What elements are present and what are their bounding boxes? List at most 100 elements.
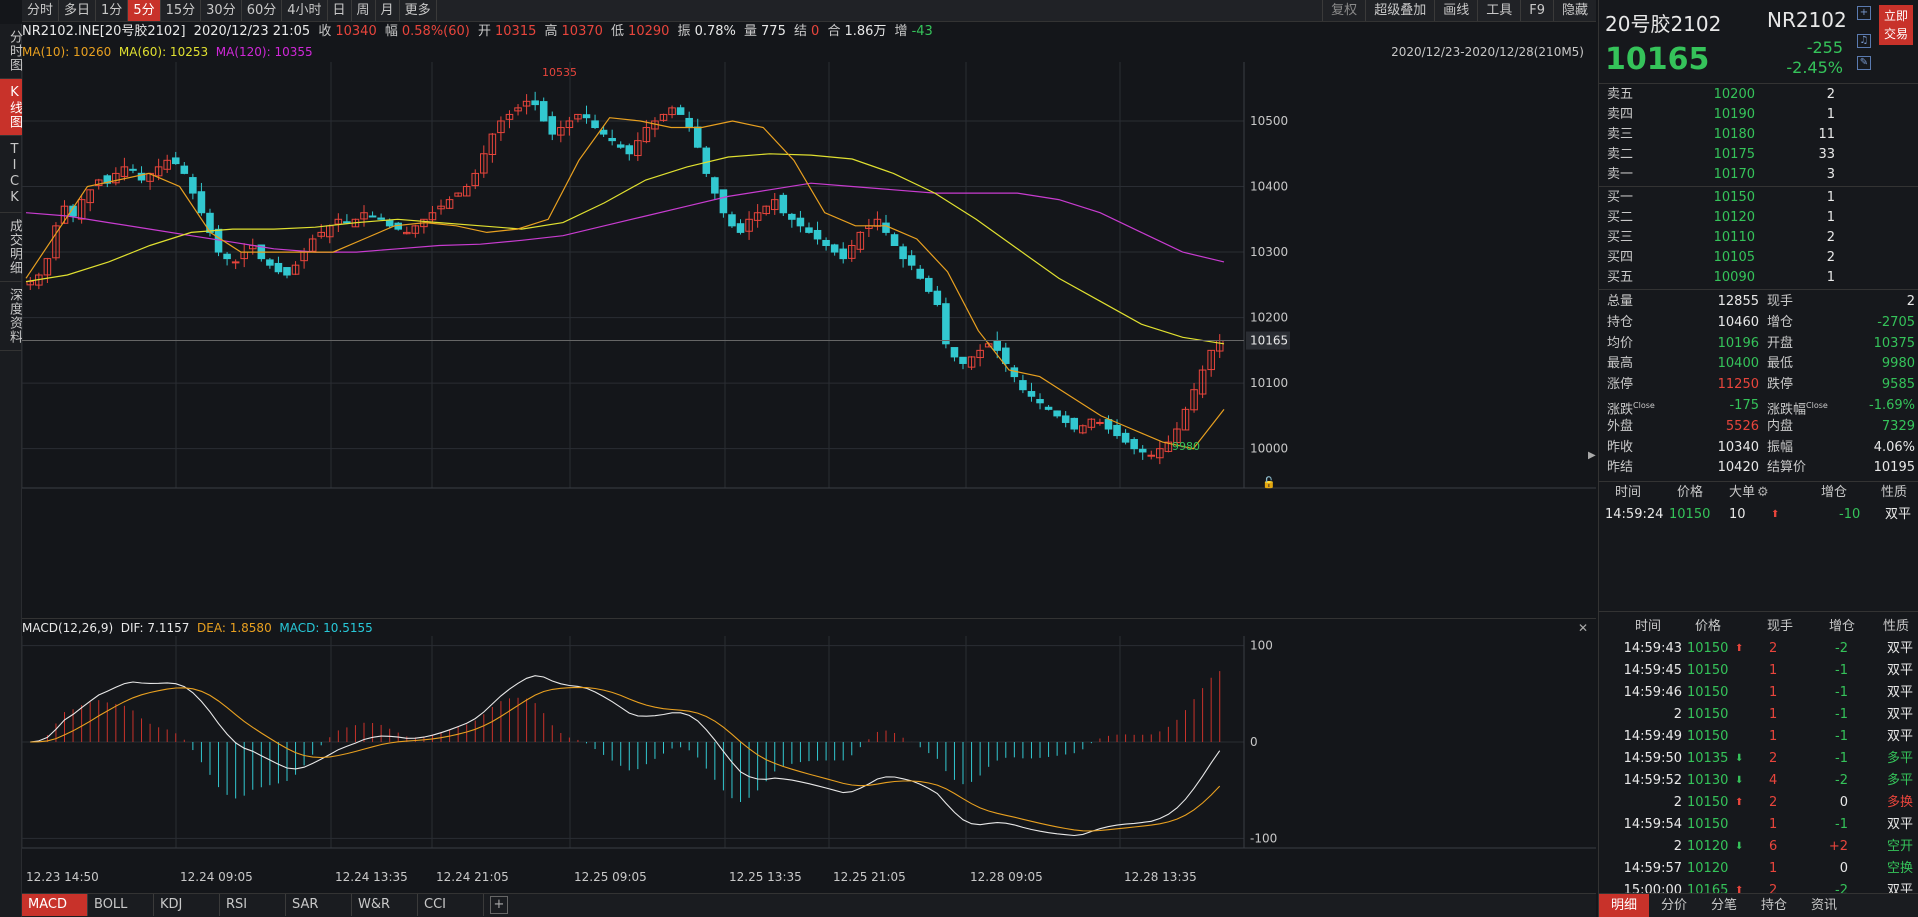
tools-button[interactable]: 工具 bbox=[1477, 0, 1520, 21]
settle-value: 0 bbox=[811, 24, 820, 39]
add-indicator-icon[interactable]: + bbox=[490, 896, 508, 914]
period-timeshare[interactable]: 分时 bbox=[22, 0, 60, 21]
macd-y-tick: 0 bbox=[1250, 735, 1258, 749]
stat-row: 持仓 10460 增仓 -2705 bbox=[1599, 313, 1918, 334]
tick-row[interactable]: 2 10150 ⬆ 2 0 多换 bbox=[1599, 792, 1918, 814]
ind-macd[interactable]: MACD bbox=[22, 894, 88, 916]
lock-icon[interactable]: 🔓 bbox=[1262, 476, 1276, 489]
bid-row[interactable]: 买四 10105 2 bbox=[1599, 248, 1918, 268]
nav-kline[interactable]: K线图 bbox=[0, 79, 22, 136]
tab-price-dist[interactable]: 分价 bbox=[1660, 898, 1687, 913]
tick-inc: 0 bbox=[1839, 795, 1848, 811]
f9-button[interactable]: F9 bbox=[1520, 0, 1553, 21]
tick-row[interactable]: 14:59:49 10150 1 -1 双平 bbox=[1599, 726, 1918, 748]
close-value: 10340 bbox=[335, 24, 377, 39]
big-trade-row[interactable]: 14:59:24 10150 10 ⬆ -10 双平 bbox=[1599, 504, 1918, 526]
tick-row[interactable]: 14:59:43 10150 ⬆ 2 -2 双平 bbox=[1599, 638, 1918, 660]
bid-row[interactable]: 买三 10110 2 bbox=[1599, 228, 1918, 248]
candle bbox=[1027, 382, 1036, 402]
stat-label: 内盘 bbox=[1767, 417, 1793, 438]
collapse-arrow-icon[interactable]: ▶ bbox=[1588, 450, 1596, 461]
ask-row[interactable]: 卖五 10200 2 bbox=[1599, 85, 1918, 105]
ind-rsi[interactable]: RSI bbox=[220, 894, 286, 916]
bid-row[interactable]: 买一 10150 1 bbox=[1599, 188, 1918, 208]
stat-label-text: 最低 bbox=[1767, 356, 1794, 372]
alarm-icon[interactable]: ♫ bbox=[1857, 34, 1871, 48]
ask-row[interactable]: 卖一 10170 3 bbox=[1599, 165, 1918, 185]
adjust-button[interactable]: 复权 bbox=[1322, 0, 1365, 21]
stat-label-text: 均价 bbox=[1607, 335, 1634, 351]
tick-row[interactable]: 14:59:45 10150 1 -1 双平 bbox=[1599, 660, 1918, 682]
candle bbox=[1053, 410, 1061, 419]
candle bbox=[745, 211, 753, 240]
bid-price: 10120 bbox=[1713, 210, 1755, 225]
period-month[interactable]: 月 bbox=[376, 0, 400, 21]
settings-icon[interactable]: ⚙ bbox=[1757, 485, 1769, 501]
period-more[interactable]: 更多 bbox=[400, 0, 437, 21]
tick-row[interactable]: 14:59:57 10120 1 0 空换 bbox=[1599, 858, 1918, 880]
draw-button[interactable]: 画线 bbox=[1434, 0, 1477, 21]
stat-label: 振幅 bbox=[1767, 438, 1793, 459]
period-day[interactable]: 日 bbox=[328, 0, 352, 21]
hide-button[interactable]: 隐藏 bbox=[1552, 0, 1596, 21]
add-icon[interactable]: + bbox=[1857, 6, 1871, 20]
quick-trade-button[interactable]: 立即 交易 bbox=[1879, 5, 1913, 45]
edit-icon[interactable]: ✎ bbox=[1857, 56, 1871, 70]
tick-row[interactable]: 2 10150 1 -1 双平 bbox=[1599, 704, 1918, 726]
bid-row[interactable]: 买二 10120 1 bbox=[1599, 208, 1918, 228]
stat-row: 最高 10400 最低 9980 bbox=[1599, 354, 1918, 375]
bid-row[interactable]: 买五 10090 1 bbox=[1599, 268, 1918, 288]
candle bbox=[1207, 349, 1215, 377]
stat-value: 9585 bbox=[1881, 377, 1915, 393]
candle bbox=[1156, 441, 1164, 465]
ask-row[interactable]: 卖二 10175 33 bbox=[1599, 145, 1918, 165]
ask-row[interactable]: 卖四 10190 1 bbox=[1599, 105, 1918, 125]
tick-row[interactable]: 2 10120 ⬇ 6 +2 空开 bbox=[1599, 836, 1918, 858]
plot-background bbox=[22, 62, 1596, 488]
period-1m[interactable]: 1分 bbox=[96, 0, 129, 21]
ind-sar[interactable]: SAR bbox=[286, 894, 352, 916]
period-4h[interactable]: 4小时 bbox=[282, 0, 328, 21]
stat-row: 涨跌Close -175 涨跌幅Close -1.69% bbox=[1599, 396, 1918, 417]
ma60-label: MA(60): 10253 bbox=[118, 45, 209, 59]
period-15m[interactable]: 15分 bbox=[161, 0, 202, 21]
stat-value: 10400 bbox=[1717, 356, 1759, 372]
nav-timeshare[interactable]: 分时图 bbox=[0, 24, 22, 79]
period-30m[interactable]: 30分 bbox=[201, 0, 242, 21]
period-60m[interactable]: 60分 bbox=[242, 0, 283, 21]
ind-boll[interactable]: BOLL bbox=[88, 894, 154, 916]
candle bbox=[762, 205, 770, 216]
candle bbox=[899, 243, 907, 268]
tick-row[interactable]: 14:59:52 10130 ⬇ 4 -2 多平 bbox=[1599, 770, 1918, 792]
candlestick-chart[interactable]: 10500 10400 10300 10200 10100 10000 10165 10535… bbox=[22, 62, 1596, 598]
ask-row[interactable]: 卖三 10180 11 bbox=[1599, 125, 1918, 145]
stat-value: 10196 bbox=[1717, 335, 1759, 351]
candle bbox=[625, 143, 634, 161]
ind-kdj[interactable]: KDJ bbox=[154, 894, 220, 916]
nav-trade-detail[interactable]: 成交明细 bbox=[0, 213, 22, 282]
candle bbox=[599, 125, 608, 137]
tab-detail[interactable]: 明细 bbox=[1599, 894, 1649, 917]
tick-row[interactable]: 14:59:46 10150 1 -1 双平 bbox=[1599, 682, 1918, 704]
tick-row[interactable]: 14:59:50 10135 ⬇ 2 -1 多平 bbox=[1599, 748, 1918, 770]
period-5m[interactable]: 5分 bbox=[128, 0, 161, 21]
nav-tick[interactable]: TICK bbox=[0, 136, 22, 213]
tick-row[interactable]: 14:59:54 10150 1 -1 双平 bbox=[1599, 814, 1918, 836]
bid-price: 10090 bbox=[1713, 270, 1755, 285]
nav-depth[interactable]: 深度资料 bbox=[0, 282, 22, 351]
stat-label: 总量 bbox=[1607, 292, 1633, 313]
ind-wr[interactable]: W&R bbox=[352, 894, 418, 916]
candle bbox=[343, 214, 351, 225]
period-week[interactable]: 周 bbox=[352, 0, 376, 21]
x-axis-label: 12.28 13:35 bbox=[1124, 870, 1197, 884]
tab-news[interactable]: 资讯 bbox=[1810, 898, 1837, 913]
tab-ticks[interactable]: 分笔 bbox=[1710, 898, 1737, 913]
tick-nature: 空开 bbox=[1887, 839, 1914, 855]
close-icon[interactable]: ✕ bbox=[1577, 621, 1588, 635]
ind-cci[interactable]: CCI bbox=[418, 894, 484, 916]
overlay-button[interactable]: 超级叠加 bbox=[1365, 0, 1434, 21]
big-trades-header: 时间 价格 大单 ⚙ 增仓 性质 bbox=[1599, 482, 1918, 504]
macd-chart[interactable]: 100 0 -100 bbox=[22, 636, 1596, 868]
period-multiday[interactable]: 多日 bbox=[59, 0, 97, 21]
tab-position[interactable]: 持仓 bbox=[1760, 898, 1787, 913]
